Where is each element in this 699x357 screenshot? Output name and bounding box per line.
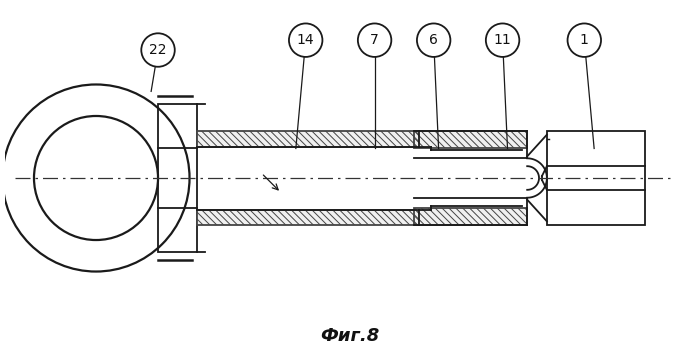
Bar: [197, 210, 419, 225]
Text: 6: 6: [429, 33, 438, 47]
Circle shape: [486, 24, 519, 57]
Bar: [414, 207, 527, 225]
Text: 22: 22: [150, 43, 167, 57]
Bar: [547, 131, 645, 225]
Circle shape: [289, 24, 322, 57]
Text: 14: 14: [297, 33, 315, 47]
Circle shape: [568, 24, 601, 57]
Bar: [158, 104, 197, 252]
Text: 7: 7: [370, 33, 379, 47]
Circle shape: [417, 24, 450, 57]
Circle shape: [358, 24, 391, 57]
Bar: [414, 131, 527, 149]
Circle shape: [141, 33, 175, 67]
Text: 11: 11: [493, 33, 512, 47]
Text: Фиг.8: Фиг.8: [320, 327, 380, 345]
Bar: [197, 131, 419, 146]
Text: 1: 1: [580, 33, 589, 47]
